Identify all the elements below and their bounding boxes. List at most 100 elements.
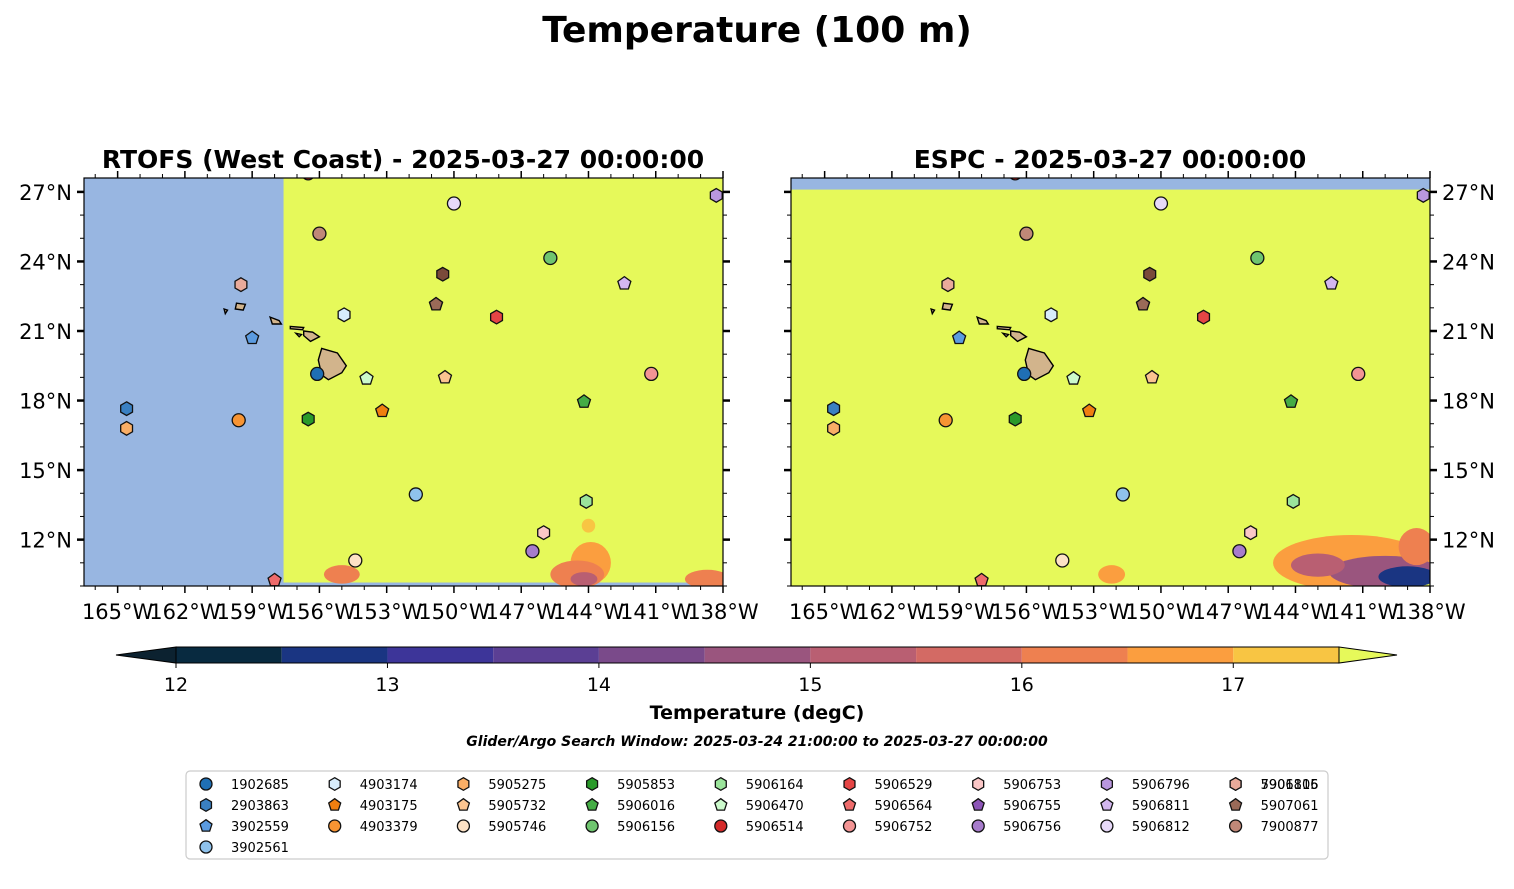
float-legend: 1902685 2903863 3902559 3902561 4903174 49031… xyxy=(185,770,1329,860)
legend-label-5905853: 5905853 xyxy=(617,778,675,793)
legend-marker-4903174 xyxy=(328,776,341,792)
legend-label-5906514: 5906514 xyxy=(746,820,804,835)
map-panel-espc: ESPC - 2025-03-27 00:00:00 165°W162°W159… xyxy=(784,145,1495,624)
p1-island-lanai xyxy=(1000,332,1010,338)
legend-marker-5906016 xyxy=(585,797,599,811)
legend-label-5906164: 5906164 xyxy=(746,778,804,793)
p0-float-5906164 xyxy=(579,493,593,509)
legend-label-5906755: 5906755 xyxy=(1003,799,1061,814)
p0-cool-water-patch-5 xyxy=(581,518,596,533)
p0-float-5906156 xyxy=(543,250,558,266)
legend-label-5905746: 5905746 xyxy=(488,820,546,835)
p0-float-5906016 xyxy=(576,394,592,408)
p0-xtick-label-5: 150°W xyxy=(418,600,490,624)
p0-island-kauai xyxy=(234,302,247,311)
p0-island-maui xyxy=(303,330,321,343)
legend-marker-3902561 xyxy=(199,840,213,854)
p1-float-7901106 xyxy=(941,277,955,293)
p1-float-5906753 xyxy=(1244,525,1258,541)
p0-cool-water-patch-3 xyxy=(323,565,360,584)
colorbar-tick-label-3: 15 xyxy=(798,674,822,696)
p0-cool-water-patch-2 xyxy=(570,572,598,586)
colorbar-label: Temperature (degC) xyxy=(650,702,865,724)
p0-xtick-label-1: 162°W xyxy=(149,600,221,624)
legend-marker-5906756 xyxy=(971,819,985,833)
legend-label-5906470: 5906470 xyxy=(746,799,804,814)
p0-float-3902561 xyxy=(408,487,423,502)
legend-marker-5906752 xyxy=(842,819,857,833)
p1-xtick-label-8: 141°W xyxy=(1327,600,1399,624)
p1-float-5906016 xyxy=(1283,394,1299,408)
p0-float-1902685 xyxy=(310,366,325,382)
legend-marker-5906156 xyxy=(585,819,599,833)
map-panel-rtofs: RTOFS (West Coast) - 2025-03-27 00:00:00… xyxy=(19,145,759,624)
legend-marker-4903175 xyxy=(327,797,342,811)
p1-xtick-label-2: 159°W xyxy=(923,600,995,624)
legend-marker-7900877 xyxy=(1228,819,1243,833)
legend-marker-2903863 xyxy=(199,797,213,813)
p1-island-niihau xyxy=(930,307,936,316)
p1-xtick-label-4: 153°W xyxy=(1058,600,1130,624)
p0-float-7901106 xyxy=(234,277,248,293)
p1-float-5906529 xyxy=(1196,309,1211,325)
p1-xtick-label-6: 147°W xyxy=(1193,600,1265,624)
legend-label-5906016: 5906016 xyxy=(617,799,675,814)
p1-float-4903175 xyxy=(1081,403,1097,418)
p0-xtick-label-3: 156°W xyxy=(284,600,356,624)
legend-label-5906564: 5906564 xyxy=(875,799,933,814)
colorbar-segment-7 xyxy=(810,647,917,663)
p1-float-5906812 xyxy=(1153,196,1169,211)
p1-temperature-field xyxy=(791,189,1430,586)
p1-float-3902561 xyxy=(1115,487,1130,502)
p1-float-5906796 xyxy=(1416,187,1430,203)
p1-xtick-label-3: 156°W xyxy=(991,600,1063,624)
colorbar: 12 13 14 15 16 17 xyxy=(115,646,1398,696)
p0-float-5906811 xyxy=(617,275,632,290)
legend-marker-1902685 xyxy=(199,777,213,791)
legend-label-2903863: 2903863 xyxy=(231,799,289,814)
p1-xtick-label-9: 138°W xyxy=(1394,600,1466,624)
p0-temperature-field xyxy=(283,178,723,583)
p1-ytick-label-4: 24°N xyxy=(1442,250,1495,274)
p0-ytick-label-4: 24°N xyxy=(19,250,72,274)
p1-ytick-label-2: 18°N xyxy=(1442,390,1495,414)
p0-xtick-label-8: 141°W xyxy=(620,600,692,624)
legend-marker-5906564 xyxy=(842,797,857,811)
legend-label-5906156: 5906156 xyxy=(617,820,675,835)
legend-marker-5905275 xyxy=(457,776,470,792)
p1-float-5906470 xyxy=(1066,370,1081,385)
p1-island-kauai xyxy=(941,302,954,311)
search-window-caption: Glider/Argo Search Window: 2025-03-24 21… xyxy=(466,734,1048,750)
p0-island-lanai xyxy=(293,332,303,338)
legend-label-4903175: 4903175 xyxy=(360,799,418,814)
p0-island-molokai xyxy=(289,325,305,331)
p1-float-5906811 xyxy=(1324,275,1339,290)
legend-label-3902559: 3902559 xyxy=(231,820,289,835)
legend-marker-5906164 xyxy=(714,776,727,792)
p1-float-5906815 xyxy=(1143,266,1157,282)
p0-ytick-label-1: 15°N xyxy=(19,459,72,483)
p0-float-5905853 xyxy=(301,411,315,427)
legend-marker-5906811 xyxy=(1100,797,1114,811)
legend-marker-5906796 xyxy=(1100,776,1114,792)
colorbar-over-extension xyxy=(1338,646,1398,664)
colorbar-segment-9 xyxy=(1021,647,1128,663)
p1-float-5906156 xyxy=(1250,250,1265,266)
p0-float-5906470 xyxy=(359,370,374,385)
p0-float-4903175 xyxy=(374,403,390,418)
p0-float-2903863 xyxy=(120,401,134,417)
legend-marker-5906514 xyxy=(714,819,728,833)
p0-float-5905746 xyxy=(348,553,363,568)
p1-float-5906756 xyxy=(1232,544,1247,559)
p0-cool-water-patch-4 xyxy=(684,569,723,586)
p1-island-maui xyxy=(1010,330,1028,343)
p0-float-4903174 xyxy=(337,307,351,323)
colorbar-tick-label-4: 16 xyxy=(1010,674,1034,696)
colorbar-frame xyxy=(175,646,1340,664)
p1-xtick-label-1: 162°W xyxy=(856,600,928,624)
p0-ytick-label-5: 27°N xyxy=(19,181,72,205)
colorbar-segment-10 xyxy=(1127,647,1234,663)
p1-ytick-label-0: 12°N xyxy=(1442,529,1495,553)
legend-marker-5906755 xyxy=(971,797,985,811)
p0-xtick-label-9: 138°W xyxy=(687,600,759,624)
